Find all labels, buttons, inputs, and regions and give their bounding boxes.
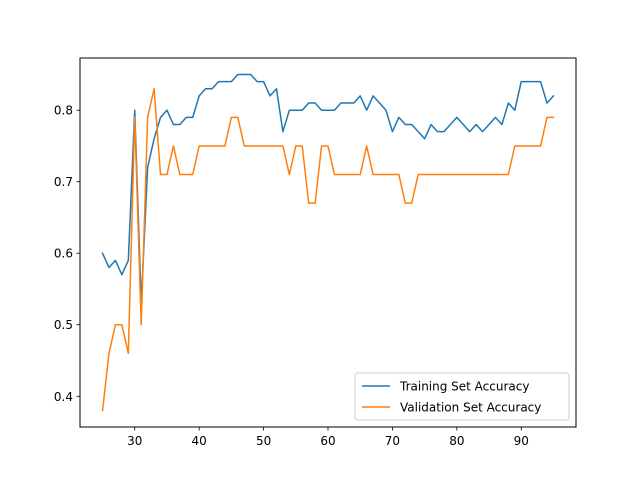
y-tick-label: 0.6 — [54, 247, 73, 261]
legend-label-training: Training Set Accuracy — [399, 380, 529, 394]
x-tick-label: 50 — [256, 434, 271, 448]
y-tick-label: 0.5 — [54, 318, 73, 332]
y-axis-ticks: 0.4 0.5 0.6 0.7 0.8 — [54, 104, 80, 404]
y-tick-label: 0.8 — [54, 104, 73, 118]
legend-label-validation: Validation Set Accuracy — [400, 401, 541, 415]
x-tick-label: 40 — [192, 434, 207, 448]
x-axis-ticks: 30 40 50 60 70 80 90 — [127, 427, 529, 448]
x-tick-label: 70 — [385, 434, 400, 448]
x-tick-label: 60 — [320, 434, 335, 448]
x-tick-label: 80 — [449, 434, 464, 448]
legend-box — [354, 372, 570, 421]
x-tick-label: 30 — [127, 434, 142, 448]
y-tick-label: 0.7 — [54, 175, 73, 189]
plot-lines — [101, 73, 555, 412]
series-line-0 — [101, 73, 555, 305]
y-tick-label: 0.4 — [54, 390, 73, 404]
x-tick-label: 90 — [514, 434, 529, 448]
legend: Training Set Accuracy Validation Set Acc… — [354, 372, 570, 421]
series-line-1 — [101, 88, 555, 412]
